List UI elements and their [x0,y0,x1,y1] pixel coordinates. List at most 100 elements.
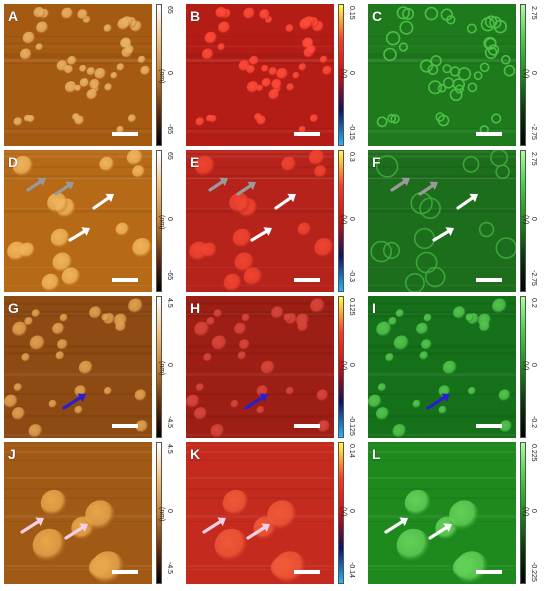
panel-letter: B [190,8,201,24]
particle [259,9,271,20]
colorbar [156,442,162,584]
particle [423,313,433,323]
particle [116,125,125,134]
particle [316,389,329,402]
particle [376,321,392,338]
white-arrow [250,230,268,242]
particle [50,228,71,249]
particle [404,489,432,517]
colorbar [338,150,344,292]
particle [427,64,439,75]
white-arrow-head [263,227,272,236]
particle [4,394,19,409]
particle [416,322,429,336]
particle [210,424,225,438]
scan-streak [4,345,152,348]
colorbar-unit: (V) [522,507,529,517]
panel-e: E 0.3 0 -0.3 (V) [186,150,364,292]
particle [283,313,292,322]
scan-streak [4,151,152,153]
particle [222,489,250,517]
panel-j: J 4.5 0 -4.5 (nm) [4,442,182,584]
gray-arrow-head [429,181,438,190]
panel-letter: L [372,446,381,462]
colorbar-label-mid: 0 [166,217,173,221]
scan-streak [186,208,334,209]
white-arrow-head [399,517,408,526]
scan-streak [4,166,152,168]
gray-arrow-head [401,177,410,186]
panel-letter: J [8,446,16,462]
particle [32,528,67,563]
scan-streak [4,46,152,47]
particle [94,67,107,80]
particle [491,113,502,124]
particle [310,298,326,314]
panel-i: I 0.2 0 -0.2 (V) [368,296,546,438]
particle [492,298,508,314]
colorbar [520,442,526,584]
scan-streak [4,302,152,305]
colorbar-unit: (nm) [158,69,165,84]
particle [13,383,23,392]
colorbar-label-bottom: -4.5 [166,562,173,575]
scan-streak [186,515,334,518]
scan-streak [186,311,334,314]
blue-arrow-head [77,393,86,402]
particle [503,64,516,77]
particle [419,351,429,361]
white-arrow-head [443,523,452,532]
particle [388,317,398,326]
particle [103,24,113,33]
microscopy-image [4,296,152,438]
scale-bar [476,278,502,282]
colorbar-label-mid: 0 [348,217,355,221]
white-arrow [92,196,110,210]
scale-bar [112,132,138,136]
particle [13,117,23,127]
particle [206,317,216,326]
panel-letter: I [372,300,376,316]
panel-letter: G [8,300,19,316]
colorbar-unit: (nm) [158,361,165,376]
particle [215,7,228,19]
particle [217,43,226,51]
particle [195,383,205,392]
scan-streak [368,59,516,62]
colorbar-label-top: 0.15 [348,6,355,20]
particle [64,81,78,94]
particle [376,407,390,421]
particle [260,360,276,376]
particle [484,15,498,29]
particle [230,399,239,409]
colorbar-label-top: 0.125 [348,298,355,316]
scan-streak [368,43,516,44]
panel-d: D 65 0 -65 (nm) [4,150,182,292]
particle [126,150,144,166]
scan-streak [4,415,152,418]
colorbar-label-top: 0.2 [530,298,537,308]
scan-streak [186,267,334,268]
colorbar [156,296,162,438]
particle [36,21,49,34]
particle [132,165,146,179]
scan-streak [186,302,334,305]
scan-streak [368,175,516,178]
scan-streak [186,56,334,58]
particle [78,360,94,376]
microscopy-image [4,150,152,292]
particle [204,31,218,45]
microscopy-image [368,4,516,146]
pink-arrow [202,520,222,534]
particle [286,83,295,92]
scan-streak [4,460,152,461]
particle [478,221,495,238]
scan-streak [368,151,516,153]
particle [201,242,218,259]
scan-streak [368,46,516,47]
white-arrow-head [105,193,114,203]
particle [449,88,463,102]
particle [237,351,247,361]
particle [19,242,36,259]
colorbar-label-mid: 0 [166,509,173,513]
